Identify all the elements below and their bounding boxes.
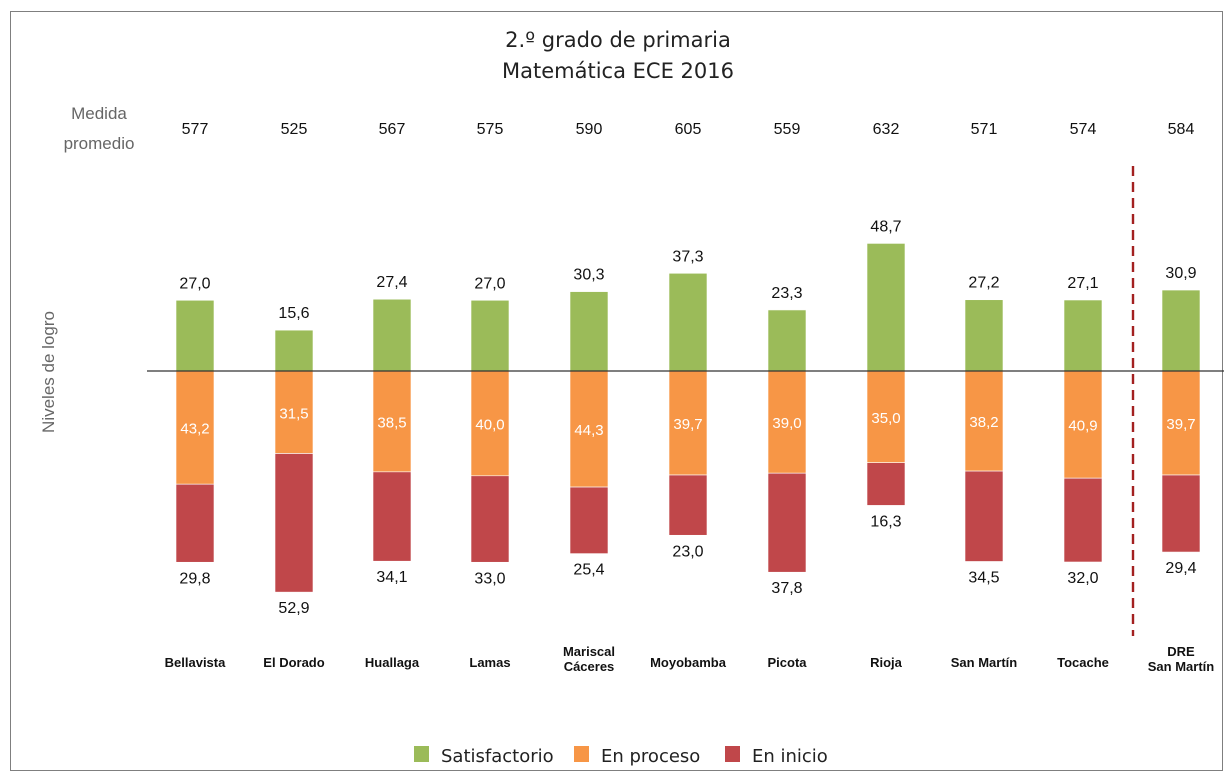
label-en-inicio: 34,5 xyxy=(968,569,999,586)
mean-value: 567 xyxy=(379,121,406,138)
bar-en-inicio xyxy=(668,474,708,536)
bar-satisfactorio xyxy=(1063,299,1103,372)
label-en-proceso: 44,3 xyxy=(574,422,603,439)
bar-en-inicio xyxy=(175,483,215,563)
label-en-proceso: 40,0 xyxy=(475,416,504,433)
bar-en-inicio xyxy=(866,462,906,506)
label-en-inicio: 29,8 xyxy=(179,570,210,587)
bar-en-inicio xyxy=(767,472,807,573)
bar-en-inicio xyxy=(372,471,412,562)
bar-en-proceso xyxy=(1063,370,1103,479)
label-satisfactorio: 27,4 xyxy=(376,274,407,291)
mean-value: 577 xyxy=(182,121,209,138)
mean-label-line-2: promedio xyxy=(64,134,135,153)
category-label: Cáceres xyxy=(564,659,615,674)
label-en-inicio: 52,9 xyxy=(278,600,309,617)
label-satisfactorio: 23,3 xyxy=(771,285,802,302)
label-en-proceso: 35,0 xyxy=(871,410,900,427)
mean-value: 632 xyxy=(873,121,900,138)
bar-en-proceso xyxy=(767,370,807,474)
bar-satisfactorio xyxy=(470,299,510,372)
label-en-inicio: 29,4 xyxy=(1165,560,1196,577)
label-satisfactorio: 30,3 xyxy=(573,267,604,284)
label-en-proceso: 39,7 xyxy=(1166,416,1195,433)
label-en-proceso: 38,2 xyxy=(969,414,998,431)
mean-value: 575 xyxy=(477,121,504,138)
label-en-proceso: 39,7 xyxy=(673,416,702,433)
category-label: Tocache xyxy=(1057,655,1109,670)
bar-en-proceso xyxy=(372,370,412,473)
label-en-inicio: 23,0 xyxy=(672,543,703,560)
mean-value: 571 xyxy=(971,121,998,138)
bar-en-proceso xyxy=(964,370,1004,472)
bar-en-inicio xyxy=(1161,474,1201,553)
bar-satisfactorio xyxy=(274,329,314,372)
bar-en-inicio xyxy=(470,475,510,563)
label-en-proceso: 31,5 xyxy=(279,405,308,422)
bar-en-proceso xyxy=(1161,370,1201,476)
bar-satisfactorio xyxy=(866,243,906,372)
label-en-inicio: 33,0 xyxy=(474,570,505,587)
label-satisfactorio: 27,0 xyxy=(474,275,505,292)
category-label: DRE xyxy=(1167,644,1195,659)
legend-label: En inicio xyxy=(752,746,828,767)
chart-title: 2.º grado de primaria xyxy=(505,28,731,52)
label-en-inicio: 25,4 xyxy=(573,562,604,579)
category-label: Rioja xyxy=(870,655,903,670)
bar-en-proceso xyxy=(175,370,215,485)
bar-en-proceso xyxy=(470,370,510,477)
legend-swatch xyxy=(574,746,589,762)
bar-satisfactorio xyxy=(175,299,215,372)
label-satisfactorio: 27,2 xyxy=(968,275,999,292)
bar-satisfactorio xyxy=(964,299,1004,372)
y-axis-label: Niveles de logro xyxy=(39,311,58,433)
label-en-proceso: 43,2 xyxy=(180,421,209,438)
bar-satisfactorio xyxy=(1161,289,1201,372)
mean-value: 605 xyxy=(675,121,702,138)
category-label: San Martín xyxy=(951,655,1018,670)
chart-subtitle: Matemática ECE 2016 xyxy=(502,59,734,83)
label-en-inicio: 32,0 xyxy=(1067,570,1098,587)
bar-satisfactorio xyxy=(767,309,807,372)
legend-label: En proceso xyxy=(601,746,700,767)
label-en-inicio: 16,3 xyxy=(870,513,901,530)
label-satisfactorio: 27,1 xyxy=(1067,275,1098,292)
mean-value: 574 xyxy=(1070,121,1097,138)
bar-en-inicio xyxy=(274,453,314,593)
category-label: El Dorado xyxy=(263,655,324,670)
label-en-proceso: 38,5 xyxy=(377,414,406,431)
label-satisfactorio: 15,6 xyxy=(278,305,309,322)
mean-value: 584 xyxy=(1168,121,1195,138)
bar-satisfactorio xyxy=(569,291,609,372)
legend-label: Satisfactorio xyxy=(441,746,554,767)
bar-satisfactorio xyxy=(372,298,412,372)
label-satisfactorio: 37,3 xyxy=(672,248,703,265)
legend-swatch xyxy=(725,746,740,762)
category-label: Moyobamba xyxy=(650,655,727,670)
label-en-inicio: 34,1 xyxy=(376,569,407,586)
label-satisfactorio: 27,0 xyxy=(179,275,210,292)
bar-en-inicio xyxy=(569,486,609,554)
bar-en-inicio xyxy=(1063,477,1103,563)
category-label: San Martín xyxy=(1148,659,1215,674)
mean-value: 525 xyxy=(281,121,308,138)
category-label: Picota xyxy=(767,655,807,670)
label-satisfactorio: 30,9 xyxy=(1165,265,1196,282)
label-en-inicio: 37,8 xyxy=(771,580,802,597)
bar-en-inicio xyxy=(964,470,1004,562)
mean-value: 590 xyxy=(576,121,603,138)
bar-en-proceso xyxy=(569,370,609,488)
label-en-proceso: 40,9 xyxy=(1068,418,1097,435)
mean-label-line-1: Medida xyxy=(71,104,127,123)
category-label: Lamas xyxy=(469,655,510,670)
category-label: Huallaga xyxy=(365,655,420,670)
category-label: Bellavista xyxy=(165,655,226,670)
legend-swatch xyxy=(414,746,429,762)
mean-value: 559 xyxy=(774,121,801,138)
label-satisfactorio: 48,7 xyxy=(870,218,901,235)
category-label: Mariscal xyxy=(563,644,615,659)
bar-satisfactorio xyxy=(668,272,708,372)
label-en-proceso: 39,0 xyxy=(772,415,801,432)
